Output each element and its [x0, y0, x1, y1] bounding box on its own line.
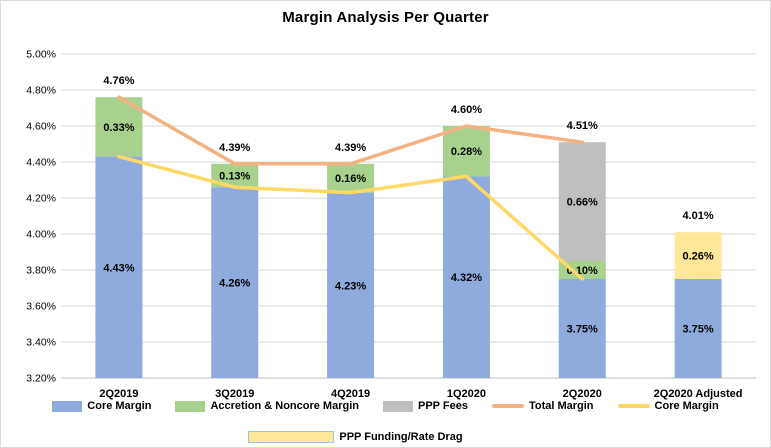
- bar-segment-label: 0.16%: [335, 173, 366, 185]
- x-tick-label: 4Q2019: [331, 388, 370, 400]
- bar-segment-label: 4.43%: [103, 262, 134, 274]
- x-tick-label: 3Q2019: [215, 388, 254, 400]
- legend-item-label: PPP Funding/Rate Drag: [339, 431, 463, 443]
- x-axis-labels: 2Q2019 3Q2019 4Q2019 1Q2020 2Q2020 2Q2020 Adj…: [99, 388, 742, 400]
- y-tick-label: 3.60%: [26, 301, 56, 313]
- y-tick-label: 4.60%: [26, 121, 56, 133]
- legend-item-core-margin[interactable]: Core Margin: [52, 400, 151, 412]
- x-tick-label: 2Q2020: [563, 388, 602, 400]
- legend-item-accretion-noncore-margin[interactable]: Accretion & Noncore Margin: [175, 400, 359, 412]
- line-total-margin[interactable]: [117, 95, 584, 166]
- chart-title[interactable]: Margin Analysis Per Quarter: [282, 9, 489, 26]
- legend-item-core-margin[interactable]: Core Margin: [617, 400, 719, 412]
- y-tick-label: 3.80%: [26, 265, 56, 277]
- legend-item-ppp-funding-rate-drag[interactable]: PPP Funding/Rate Drag: [248, 431, 463, 443]
- legend-color-swatch: [383, 400, 413, 412]
- bar-segment-label: 0.33%: [103, 122, 134, 134]
- bar-segment-ppp-funding-rate-drag[interactable]: [674, 232, 722, 279]
- legend-item-ppp-fees[interactable]: PPP Fees: [383, 400, 468, 412]
- y-tick-label: 4.20%: [26, 193, 56, 205]
- total-label: 4.01%: [682, 210, 713, 222]
- bar-segment-core-margin[interactable]: [558, 279, 606, 378]
- legend-item-label: PPP Fees: [418, 400, 468, 412]
- bar-segment-label: 0.26%: [682, 251, 713, 263]
- bar-segment-accretion-noncore-margin[interactable]: [558, 261, 606, 279]
- legend-item-label: Core Margin: [654, 400, 719, 412]
- bar-segment-labels: 4.43% 0.33% 4.26% 0.13% 4.23% 0.16% 4.32% 0.28%…: [103, 122, 714, 336]
- bar-segment-ppp-fees[interactable]: [558, 142, 606, 261]
- gridlines: [61, 53, 756, 379]
- bar-segment-accretion-noncore-margin[interactable]: [442, 126, 490, 177]
- bar-segment-core-margin[interactable]: [95, 156, 143, 378]
- y-axis-tick-labels: 5.00% 4.80% 4.60% 4.40% 4.20% 4.00% 3.80% 3.60%…: [26, 49, 56, 385]
- bar-segment-label: 4.26%: [219, 278, 250, 290]
- y-tick-label: 4.40%: [26, 157, 56, 169]
- bar-segment-label: 0.66%: [567, 197, 598, 209]
- x-tick-label: 2Q2019: [99, 388, 138, 400]
- total-label: 4.60%: [451, 104, 482, 116]
- x-tick-label: 1Q2020: [447, 388, 486, 400]
- bar-segment-label: 3.75%: [567, 324, 598, 336]
- y-tick-label: 4.00%: [26, 229, 56, 241]
- legend-color-swatch: [248, 431, 335, 443]
- bars: [95, 97, 722, 378]
- bar-segment-core-margin[interactable]: [442, 176, 490, 378]
- bar-segment-accretion-noncore-margin[interactable]: [211, 163, 259, 188]
- total-labels: 4.76% 4.39% 4.39% 4.60% 4.51% 4.01%: [103, 75, 714, 222]
- legend-item-label: Accretion & Noncore Margin: [210, 400, 359, 412]
- legend-row-2: PPP Funding/Rate Drag: [1, 431, 740, 443]
- legend-row-1: Core Margin Accretion & Noncore Margin PPP…: [1, 400, 770, 412]
- legend-line-swatch: [617, 404, 650, 408]
- bar-segment-label: 3.75%: [682, 324, 713, 336]
- total-label: 4.76%: [103, 75, 134, 87]
- y-tick-label: 4.80%: [26, 85, 56, 97]
- bar-segment-label: 4.23%: [335, 280, 366, 292]
- bar-segment-core-margin[interactable]: [327, 192, 375, 378]
- bar-segment-label: 4.32%: [451, 272, 482, 284]
- line-core-margin[interactable]: [117, 154, 584, 281]
- total-label: 4.39%: [335, 142, 366, 154]
- total-label: 4.51%: [567, 120, 598, 132]
- y-tick-label: 3.20%: [26, 373, 56, 385]
- bar-segment-core-margin[interactable]: [211, 187, 259, 378]
- y-tick-label: 5.00%: [26, 49, 56, 61]
- legend-item-label: Core Margin: [87, 400, 152, 412]
- bar-segment-label: 0.13%: [219, 171, 250, 183]
- y-tick-label: 3.40%: [26, 337, 56, 349]
- bar-segment-accretion-noncore-margin[interactable]: [327, 163, 375, 193]
- legend-item-label: Total Margin: [528, 400, 594, 412]
- legend-item-total-margin[interactable]: Total Margin: [491, 400, 594, 412]
- legend-line-swatch: [491, 404, 524, 408]
- legend-color-swatch: [175, 400, 206, 412]
- bar-segment-core-margin[interactable]: [674, 279, 722, 378]
- bar-segment-label: 0.28%: [451, 146, 482, 158]
- x-tick-label: 2Q2020 Adjusted: [654, 388, 743, 400]
- legend-color-swatch: [52, 400, 83, 412]
- total-label: 4.39%: [219, 142, 250, 154]
